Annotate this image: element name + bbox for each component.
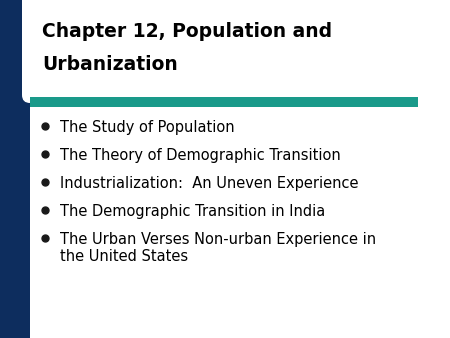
Text: The Theory of Demographic Transition: The Theory of Demographic Transition xyxy=(60,148,341,163)
Text: The Urban Verses Non-urban Experience in: The Urban Verses Non-urban Experience in xyxy=(60,232,376,247)
Text: Chapter 12, Population and: Chapter 12, Population and xyxy=(42,22,332,41)
Text: The Demographic Transition in India: The Demographic Transition in India xyxy=(60,204,325,219)
Text: Urbanization: Urbanization xyxy=(42,55,178,74)
Text: Industrialization:  An Uneven Experience: Industrialization: An Uneven Experience xyxy=(60,176,359,191)
FancyBboxPatch shape xyxy=(22,0,450,103)
Bar xyxy=(0,0,185,18)
Text: the United States: the United States xyxy=(60,249,188,264)
Bar xyxy=(30,97,418,107)
Text: The Study of Population: The Study of Population xyxy=(60,120,234,135)
Bar xyxy=(0,0,30,338)
